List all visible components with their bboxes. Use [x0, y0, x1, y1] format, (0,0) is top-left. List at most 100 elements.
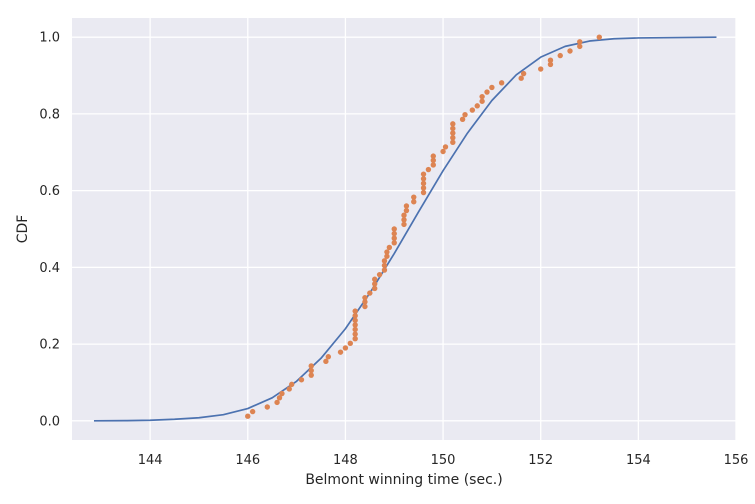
data-point — [401, 217, 407, 223]
data-point — [538, 66, 544, 72]
data-point — [386, 244, 393, 251]
y-axis-label: CDF — [15, 215, 31, 244]
data-point — [425, 166, 432, 173]
data-point — [298, 377, 305, 383]
data-point — [372, 285, 378, 292]
data-point — [352, 313, 358, 319]
data-point — [279, 390, 285, 397]
data-point — [337, 349, 344, 355]
data-point — [352, 308, 358, 314]
data-point — [547, 57, 554, 63]
y-tick-labels: 0.0 0.2 0.4 0.6 0.8 1.0 — [39, 31, 60, 430]
data-point — [286, 386, 292, 392]
data-point — [479, 98, 485, 104]
grid-lines — [72, 18, 737, 440]
y-tick-label: 0.2 — [39, 338, 60, 353]
data-point — [430, 162, 436, 168]
data-point — [484, 89, 490, 95]
data-point — [308, 372, 314, 378]
data-point — [362, 299, 368, 305]
data-point — [450, 139, 456, 145]
data-point — [352, 331, 358, 337]
data-point — [474, 103, 480, 109]
x-tick-label: 154 — [626, 453, 651, 468]
data-point — [403, 203, 410, 209]
data-point — [381, 267, 388, 273]
data-point — [577, 43, 583, 50]
data-point — [381, 262, 388, 269]
data-point — [411, 194, 417, 200]
x-tick-label: 146 — [235, 453, 260, 468]
data-point — [384, 249, 390, 255]
model-cdf-line — [93, 36, 717, 422]
data-point — [450, 125, 456, 132]
data-point — [245, 413, 251, 419]
data-point — [469, 107, 476, 113]
y-tick-label: 0.4 — [39, 261, 60, 276]
data-point — [420, 180, 427, 187]
y-tick-label: 0.6 — [39, 184, 60, 199]
x-tick-label: 152 — [528, 453, 553, 468]
plot-background — [72, 18, 736, 440]
data-point — [520, 70, 527, 77]
x-tick-label: 150 — [431, 453, 456, 468]
data-point — [440, 148, 446, 155]
data-point — [323, 358, 329, 365]
data-point — [577, 39, 583, 45]
data-point — [264, 404, 270, 410]
data-point — [557, 52, 563, 59]
x-tick-label: 148 — [333, 453, 358, 468]
data-point — [362, 294, 368, 301]
data-point — [403, 207, 410, 214]
x-tick-label: 156 — [724, 453, 749, 468]
data-point — [391, 235, 397, 241]
data-point — [442, 144, 449, 150]
x-axis-label: Belmont winning time (sec.) — [305, 472, 502, 488]
data-point — [372, 281, 378, 287]
data-point — [411, 199, 417, 205]
data-point — [518, 75, 524, 81]
data-point — [276, 395, 283, 401]
data-point — [462, 111, 468, 118]
data-point — [450, 130, 456, 136]
data-point — [362, 303, 368, 310]
data-point — [420, 185, 427, 191]
x-tick-label: 144 — [138, 453, 163, 468]
data-point — [430, 153, 436, 159]
data-point — [489, 84, 495, 91]
data-point — [352, 336, 358, 342]
data-point — [342, 345, 349, 351]
y-tick-label: 0.8 — [39, 107, 60, 122]
data-point — [498, 80, 505, 86]
data-point — [249, 408, 256, 415]
x-tick-labels: 144 146 148 150 152 154 156 — [138, 453, 749, 468]
data-point — [420, 176, 427, 182]
data-point — [376, 271, 383, 278]
data-point — [347, 340, 353, 347]
data-point — [384, 253, 390, 259]
data-point — [352, 326, 358, 333]
data-point — [401, 212, 407, 218]
data-point — [391, 230, 397, 237]
data-point — [372, 276, 378, 282]
data-point — [450, 121, 456, 127]
data-point — [567, 48, 573, 54]
data-point — [381, 258, 388, 264]
cdf-line-path — [93, 36, 717, 422]
data-point — [391, 226, 397, 232]
data-point — [420, 189, 427, 196]
data-point — [401, 221, 407, 228]
data-point — [547, 61, 554, 68]
data-point — [367, 290, 373, 296]
data-point — [479, 93, 485, 100]
data-point — [450, 134, 456, 141]
data-point — [430, 157, 436, 164]
data-point — [352, 322, 358, 328]
data-point — [420, 171, 427, 177]
y-tick-label: 1.0 — [39, 31, 60, 46]
data-point — [325, 354, 332, 360]
data-point — [289, 381, 295, 388]
data-point — [308, 363, 314, 369]
data-point — [352, 317, 358, 324]
